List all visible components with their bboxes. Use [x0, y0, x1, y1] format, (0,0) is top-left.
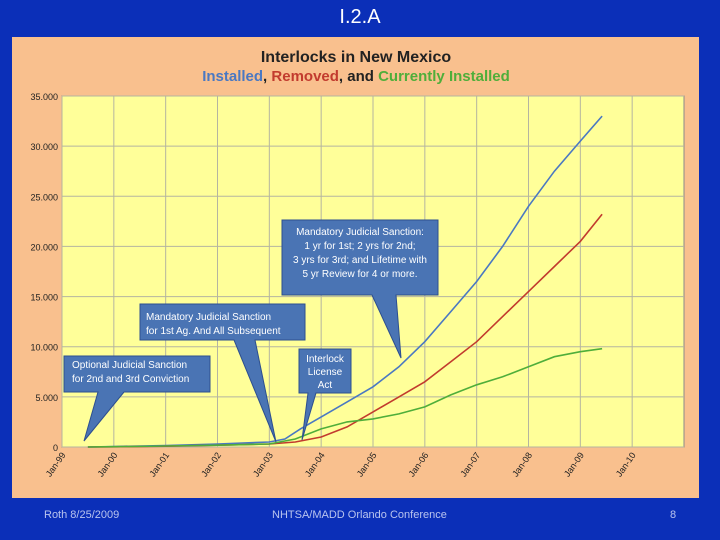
- y-tick-label: 0: [53, 443, 58, 453]
- y-tick-label: 35.000: [30, 92, 58, 102]
- subtitle-part-1: ,: [263, 68, 271, 85]
- y-tick-label: 30.000: [30, 142, 58, 152]
- subtitle-part-3: , and: [339, 68, 378, 85]
- callout-lifetime-line-3: 3 yrs for 3rd; and Lifetime with: [293, 255, 427, 266]
- x-tick-label: Jan-09: [562, 450, 586, 478]
- x-tick-label: Jan-04: [303, 450, 327, 478]
- chart-subtitle: Installed, Removed, and Currently Instal…: [202, 68, 510, 85]
- callout-license-line-2: License: [308, 367, 343, 378]
- y-tick-label: 20.000: [30, 242, 58, 252]
- slide-title: I.2.A: [339, 6, 381, 28]
- callout-mandatory-line-2: for 1st Ag. And All Subsequent: [146, 326, 281, 337]
- series-line-currently-installed: [87, 347, 603, 448]
- chart-title: Interlocks in New Mexico: [261, 49, 452, 66]
- y-tick-label: 10.000: [30, 343, 58, 353]
- subtitle-part-2: Removed: [271, 68, 339, 85]
- x-tick-label: Jan-01: [147, 450, 171, 478]
- callout-lifetime-line-4: 5 yr Review for 4 or more.: [302, 269, 417, 280]
- footer-author-date: Roth 8/25/2009: [44, 509, 120, 521]
- x-tick-label: Jan-00: [95, 450, 119, 478]
- x-tick-label: Jan-03: [251, 450, 275, 478]
- callout-license-line-3: Act: [318, 380, 333, 391]
- y-tick-label: 25.000: [30, 192, 58, 202]
- footer-conference: NHTSA/MADD Orlando Conference: [272, 509, 447, 521]
- series-line-installed: [87, 115, 603, 448]
- callout-mandatory-sanction: Mandatory Judicial Sanction for 1st Ag. …: [139, 303, 306, 443]
- y-tick-label: 5.000: [35, 393, 58, 403]
- interlocks-chart: Interlocks in New Mexico Installed, Remo…: [30, 49, 685, 479]
- callout-mandatory-lifetime: Mandatory Judicial Sanction: 1 yr for 1s…: [281, 219, 439, 359]
- callout-license-line-1: Interlock: [306, 354, 345, 365]
- callout-optional-sanction: Optional Judicial Sanction for 2nd and 3…: [63, 355, 211, 442]
- subtitle-part-4: Currently Installed: [378, 68, 510, 85]
- x-tick-label: Jan-08: [510, 450, 534, 478]
- chart-panel: Interlocks in New Mexico Installed, Remo…: [12, 37, 699, 498]
- callout-lifetime-line-1: Mandatory Judicial Sanction:: [296, 227, 424, 238]
- callout-mandatory-line-1: Mandatory Judicial Sanction: [146, 312, 271, 323]
- x-tick-label: Jan-99: [44, 450, 68, 478]
- data-series: [87, 115, 603, 448]
- subtitle-part-0: Installed: [202, 68, 263, 85]
- x-tick-label: Jan-10: [614, 450, 638, 478]
- footer-page-number: 8: [670, 509, 677, 521]
- callout-lifetime-line-2: 1 yr for 1st; 2 yrs for 2nd;: [304, 241, 415, 252]
- x-tick-label: Jan-05: [355, 450, 379, 478]
- y-axis: 0 5.000 10.000 15.000 20.000 25.000 30.000 35.0…: [30, 92, 58, 453]
- grid-lines: [61, 95, 684, 448]
- callout-optional-line-1: Optional Judicial Sanction: [72, 360, 187, 371]
- callout-optional-line-2: for 2nd and 3rd Conviction: [72, 374, 189, 385]
- x-tick-label: Jan-07: [458, 450, 482, 478]
- y-tick-label: 15.000: [30, 293, 58, 303]
- x-tick-label: Jan-06: [406, 450, 430, 478]
- x-tick-label: Jan-02: [199, 450, 223, 478]
- x-axis: Jan-99 Jan-00 Jan-01 Jan-02 Jan-03 Jan-04 Jan-…: [44, 450, 638, 478]
- callout-license-act: Interlock License Act: [298, 348, 352, 441]
